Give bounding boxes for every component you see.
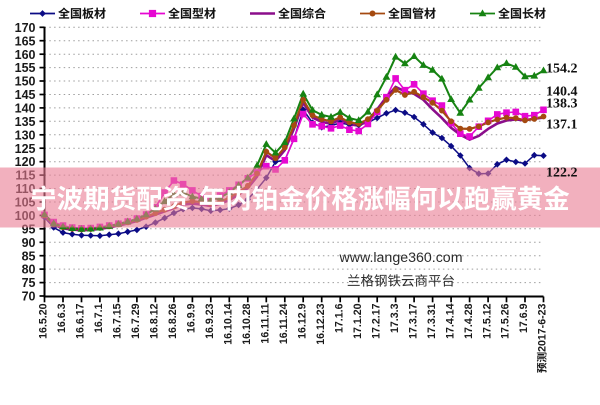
- svg-text:16.10.14: 16.10.14: [223, 303, 235, 344]
- svg-text:17.1.20: 17.1.20: [352, 303, 364, 338]
- svg-text:17.3.17: 17.3.17: [407, 303, 419, 338]
- svg-text:16.8.12: 16.8.12: [149, 303, 161, 338]
- svg-text:17.4.14: 17.4.14: [444, 303, 456, 338]
- svg-text:150: 150: [15, 75, 36, 89]
- svg-text:17.3.31: 17.3.31: [426, 303, 438, 338]
- svg-text:75: 75: [22, 276, 36, 290]
- svg-text:17.6.9: 17.6.9: [518, 303, 530, 333]
- svg-text:16.7.1: 16.7.1: [93, 303, 105, 333]
- svg-text:16.9.23: 16.9.23: [204, 303, 216, 338]
- svg-text:135: 135: [15, 115, 36, 129]
- svg-text:16.7.15: 16.7.15: [112, 303, 124, 338]
- svg-text:16.10.28: 16.10.28: [241, 303, 253, 344]
- svg-text:16.11.24: 16.11.24: [278, 303, 290, 344]
- svg-text:16.7.29: 16.7.29: [130, 303, 142, 338]
- svg-text:160: 160: [15, 48, 36, 62]
- svg-text:80: 80: [22, 263, 36, 277]
- svg-text:155: 155: [15, 61, 36, 75]
- svg-text:16.9.9: 16.9.9: [186, 303, 198, 333]
- svg-text:16.6.3: 16.6.3: [56, 303, 68, 333]
- svg-text:137.1: 137.1: [546, 117, 578, 132]
- svg-text:16.11.11: 16.11.11: [260, 303, 272, 343]
- svg-text:2017-6-23: 2017-6-23: [537, 303, 549, 351]
- svg-text:154.2: 154.2: [546, 62, 578, 77]
- svg-text:138.3: 138.3: [546, 96, 578, 111]
- svg-text:16.12.23: 16.12.23: [315, 303, 327, 344]
- svg-text:85: 85: [22, 249, 36, 263]
- svg-text:17.3.3: 17.3.3: [389, 303, 401, 333]
- svg-text:16.5.20: 16.5.20: [38, 303, 50, 338]
- svg-text:90: 90: [22, 236, 36, 250]
- svg-text:140: 140: [15, 102, 36, 116]
- svg-text:130: 130: [15, 128, 36, 142]
- svg-text:17.4.28: 17.4.28: [463, 303, 475, 338]
- svg-text:122.2: 122.2: [546, 165, 578, 180]
- svg-text:140.4: 140.4: [546, 84, 578, 99]
- svg-text:16.8.26: 16.8.26: [167, 303, 179, 338]
- svg-text:125: 125: [15, 142, 36, 156]
- svg-text:170: 170: [15, 21, 36, 35]
- svg-text:17.5.12: 17.5.12: [481, 303, 493, 338]
- svg-text:16.6.17: 16.6.17: [75, 303, 87, 338]
- svg-text:70: 70: [22, 290, 36, 304]
- svg-text:16.12.9: 16.12.9: [296, 303, 308, 338]
- svg-text:17.1.6: 17.1.6: [333, 303, 345, 333]
- svg-text:17.5.26: 17.5.26: [500, 303, 512, 338]
- svg-text:145: 145: [15, 88, 36, 102]
- svg-text:120: 120: [15, 155, 36, 169]
- svg-text:165: 165: [15, 34, 36, 48]
- svg-text:17.2.17: 17.2.17: [370, 303, 382, 338]
- svg-text:www.lange360.com: www.lange360.com: [338, 250, 462, 266]
